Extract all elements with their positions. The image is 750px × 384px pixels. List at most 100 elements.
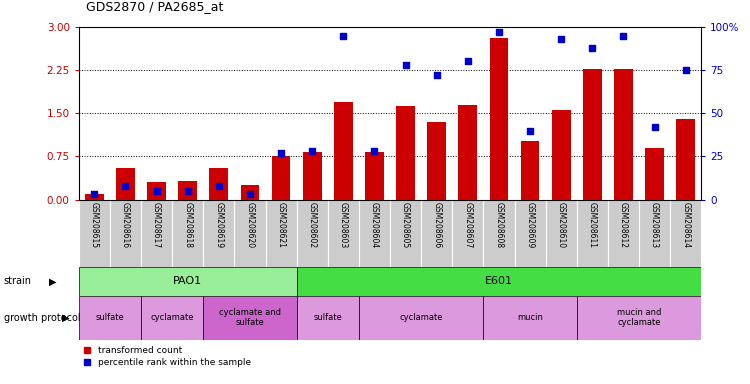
Bar [390,200,422,267]
Bar [358,200,390,267]
Text: GSM208621: GSM208621 [277,202,286,248]
Point [617,33,629,39]
Bar [272,157,290,200]
Bar [266,200,296,267]
Bar [147,182,166,200]
Bar [203,296,296,340]
Text: GDS2870 / PA2685_at: GDS2870 / PA2685_at [86,0,224,13]
Bar [203,200,234,267]
Text: GSM208611: GSM208611 [588,202,597,248]
Bar [483,296,577,340]
Bar [79,296,141,340]
Point [586,45,598,51]
Text: GSM208614: GSM208614 [681,202,690,248]
Point [244,192,256,198]
Point [151,188,163,194]
Text: GSM208620: GSM208620 [245,202,254,248]
Bar [676,119,695,200]
Bar [396,106,415,200]
Point [338,33,350,39]
Text: PAO1: PAO1 [173,276,202,286]
Text: cyclamate: cyclamate [399,313,442,322]
Bar [296,296,358,340]
Text: GSM208602: GSM208602 [308,202,316,248]
Bar [334,102,352,200]
Bar [614,69,633,200]
Text: GSM208613: GSM208613 [650,202,659,248]
Bar [358,296,483,340]
Bar [234,200,266,267]
Bar [116,168,135,200]
Bar [639,200,670,267]
Point [368,148,380,154]
Bar [79,267,296,296]
Text: GSM208605: GSM208605 [401,202,410,248]
Point [88,192,101,198]
Point [430,72,442,78]
Bar [608,200,639,267]
Bar [583,69,602,200]
Text: mucin: mucin [518,313,543,322]
Point [119,183,131,189]
Text: strain: strain [4,276,32,286]
Bar [85,194,104,200]
Point [462,58,474,65]
Bar [296,267,701,296]
Bar [483,200,514,267]
Text: growth protocol: growth protocol [4,313,80,323]
Text: sulfate: sulfate [314,313,342,322]
Bar [545,200,577,267]
Text: GSM208618: GSM208618 [183,202,192,248]
Bar [365,152,384,200]
Text: GSM208615: GSM208615 [90,202,99,248]
Bar [577,200,608,267]
Bar [458,104,477,200]
Bar [110,200,141,267]
Bar [141,296,203,340]
Bar [452,200,483,267]
Point [680,67,692,73]
Text: GSM208619: GSM208619 [214,202,223,248]
Bar [427,122,446,200]
Text: E601: E601 [485,276,513,286]
Text: GSM208603: GSM208603 [339,202,348,248]
Text: GSM208606: GSM208606 [432,202,441,248]
Bar [241,185,260,200]
Legend: transformed count, percentile rank within the sample: transformed count, percentile rank withi… [83,346,251,367]
Bar [209,168,228,200]
Text: GSM208617: GSM208617 [152,202,161,248]
Point [213,183,225,189]
Bar [141,200,172,267]
Bar [520,141,539,200]
Text: GSM208616: GSM208616 [121,202,130,248]
Text: mucin and
cyclamate: mucin and cyclamate [616,308,662,328]
Bar [514,200,545,267]
Bar [296,200,328,267]
Text: GSM208609: GSM208609 [526,202,535,248]
Text: GSM208612: GSM208612 [619,202,628,248]
Text: cyclamate: cyclamate [150,313,194,322]
Bar [178,181,197,200]
Bar [422,200,452,267]
Point [275,150,287,156]
Point [555,36,567,42]
Bar [577,296,701,340]
Point [182,188,194,194]
Bar [490,38,508,200]
Point [649,124,661,130]
Bar [172,200,203,267]
Bar [552,111,571,200]
Text: GSM208604: GSM208604 [370,202,379,248]
Bar [328,200,358,267]
Bar [645,148,664,200]
Text: ▶: ▶ [49,276,56,286]
Point [306,148,318,154]
Bar [670,200,701,267]
Point [493,29,505,35]
Text: sulfate: sulfate [95,313,124,322]
Text: GSM208607: GSM208607 [464,202,472,248]
Text: cyclamate and
sulfate: cyclamate and sulfate [219,308,281,328]
Text: GSM208610: GSM208610 [556,202,566,248]
Text: GSM208608: GSM208608 [494,202,503,248]
Bar [303,152,322,200]
